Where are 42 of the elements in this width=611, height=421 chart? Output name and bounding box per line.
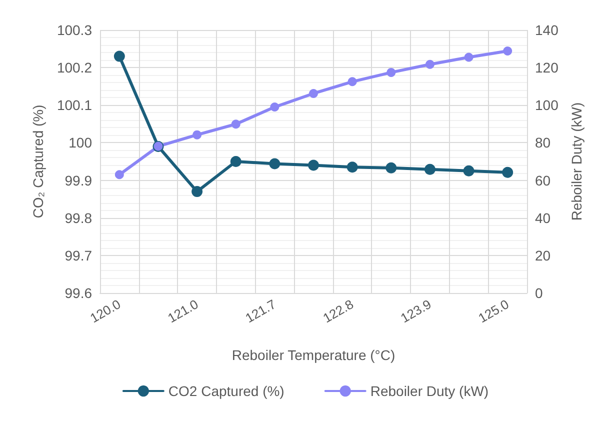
legend-label: CO2 Captured (%): [168, 383, 284, 399]
point: [424, 164, 436, 175]
point: [386, 162, 397, 174]
y-tick-label: 99.6: [64, 285, 92, 301]
point: [230, 156, 242, 167]
y-tick-label: 99.9: [64, 172, 92, 188]
y-tick-label: 100.1: [56, 97, 92, 114]
y-tick-label: 99.7: [64, 247, 92, 264]
y2-tick-label: 0: [535, 285, 543, 301]
point: [503, 46, 512, 56]
x-tick-label: 123.9: [398, 296, 434, 326]
point: [270, 102, 280, 112]
y2-axis-title: Reboiler Duty (kW): [568, 102, 584, 221]
point: [386, 68, 396, 77]
point: [463, 165, 474, 176]
point: [114, 170, 124, 180]
legend-label: Reboiler Duty (kW): [370, 383, 489, 399]
point: [309, 89, 318, 98]
y-tick-label: 100.2: [56, 60, 92, 76]
y-axis-title: CO₂ Captured (%): [30, 104, 46, 218]
point: [464, 52, 474, 62]
point: [114, 50, 125, 62]
y2-tick-label: 60: [535, 172, 551, 188]
point: [192, 186, 203, 198]
point: [192, 130, 202, 140]
y-tick-label: 100: [68, 134, 92, 151]
point: [231, 120, 240, 129]
y2-tick-label: 20: [535, 247, 551, 264]
y2-tick-label: 100: [535, 97, 559, 114]
y-tick-label: 99.8: [64, 210, 92, 226]
y2-tick-label: 120: [535, 60, 559, 76]
y2-tick-label: 80: [535, 134, 551, 151]
point: [308, 160, 319, 171]
y2-tick-label: 40: [535, 210, 551, 226]
point: [425, 60, 434, 69]
x-axis-title: Reboiler Temperature (°C): [232, 347, 396, 363]
y2-tick-label: 140: [535, 22, 559, 38]
point: [348, 77, 357, 86]
point: [346, 162, 358, 173]
point: [269, 158, 280, 170]
y-tick-label: 100.3: [56, 22, 92, 38]
point: [502, 166, 514, 178]
